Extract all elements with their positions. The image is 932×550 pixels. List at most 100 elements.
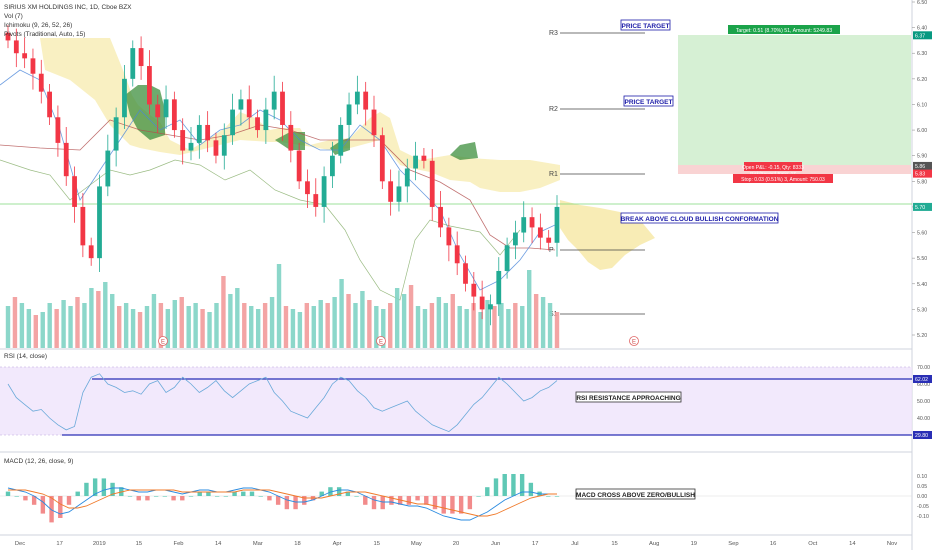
volume-bar (68, 306, 73, 348)
rsi-badge-label: 29.80 (915, 433, 928, 439)
candle-body (47, 91, 52, 118)
candle-body (354, 91, 360, 105)
price-axis[interactable]: 6.50 6.40 6.30 6.20 6.10 6.00 5.90 5.80 5.70 5.60… (912, 0, 932, 339)
candle-body (388, 181, 394, 202)
price-tick-label: 6.40 (917, 26, 927, 32)
macd-hist-bar (432, 496, 438, 510)
candle-body (271, 91, 277, 110)
pivot-lines: R3 R2 R1 P S1 (549, 30, 645, 318)
macd-hist-bar (406, 496, 412, 505)
volume-bar (137, 312, 143, 348)
price-candles (5, 25, 560, 326)
earnings-marker-3-label: E (632, 340, 636, 346)
macd-tick-label: 0.00 (917, 494, 927, 500)
volume-bar (527, 270, 532, 348)
price-tick-label: 6.50 (917, 0, 927, 6)
volume-bar (394, 288, 400, 348)
candle-body (513, 232, 518, 246)
volume-bar (554, 312, 560, 348)
time-tick-label: 14 (849, 541, 856, 547)
earnings-marker-2 (376, 336, 386, 346)
candle-body (421, 155, 427, 161)
candle-body (429, 160, 435, 207)
time-axis[interactable]: Dec 17 2019 15 Feb 14 Mar 18 Apr 15 May 20 Jun 17 Jul 1… (15, 541, 897, 547)
macd-tick-label: 0.10 (917, 474, 927, 480)
open-pl-label: Open P&L: -0.15, Qty: 8333 (742, 165, 804, 171)
candle-body (205, 124, 211, 141)
price-tick-label: 5.40 (917, 282, 927, 288)
volume-bar (533, 294, 539, 348)
volume-bar (242, 303, 247, 348)
volume-bar (374, 306, 379, 348)
volume-bar (130, 309, 136, 348)
macd-hist-bar (214, 496, 220, 497)
macd-hist-bar (49, 496, 54, 523)
volume-bar (429, 303, 435, 348)
volume-bar (40, 312, 45, 348)
ichimoku-cloud-green-1 (125, 85, 165, 140)
macd-hist-bar (493, 478, 499, 496)
macd-hist-bar (293, 496, 298, 510)
rsi-tick-label: 40.00 (917, 416, 930, 422)
macd-hist-bar (23, 496, 28, 501)
candle-body (363, 91, 369, 110)
candle-body (30, 58, 36, 74)
volume-bar (110, 294, 115, 348)
volume-bar (547, 303, 553, 348)
candle-body (296, 150, 302, 182)
volume-bar (290, 309, 296, 348)
long-position-tool[interactable]: Target: 0.51 (8.70%) 51, Amount: 5249.83… (678, 25, 911, 183)
macd-hist-bar (249, 491, 255, 496)
macd-hist-bar (476, 496, 481, 497)
ichimoku-cloud-yellow-right (560, 200, 655, 270)
volume-bar (415, 306, 421, 348)
ichimoku-cloud (0, 38, 655, 301)
earnings-marker-2-label: E (379, 340, 383, 346)
candle-body (88, 245, 94, 259)
candle-body (404, 168, 410, 187)
volume-bar (339, 279, 344, 348)
candle-body (529, 217, 535, 228)
price-badge-label: 6.37 (915, 33, 925, 39)
volume-bar (103, 282, 108, 348)
candle-body (479, 296, 485, 310)
macd-hist-bar (275, 496, 281, 505)
macd-hist-bar (441, 496, 446, 514)
volume-bar (221, 276, 226, 348)
time-tick-label: Nov (887, 541, 897, 547)
rsi-tick-label: 60.00 (917, 382, 930, 388)
ichimoku-chikou-line (0, 159, 521, 301)
candle-body (13, 40, 19, 54)
macd-tick-label: -0.10 (917, 514, 929, 520)
candle-body (255, 117, 260, 131)
candle-body (138, 48, 144, 67)
volume-bar (520, 306, 525, 348)
candle-body (554, 206, 560, 243)
macd-hist-bar (58, 496, 63, 518)
macd-hist-bar (424, 496, 429, 505)
volume-bar (262, 303, 268, 348)
macd-annotation-text: MACD CROSS ABOVE ZERO/BULLISH (576, 492, 695, 499)
indicator-ichimoku[interactable]: Ichimoku (9, 26, 52, 26) (4, 22, 72, 29)
macd-hist-bar (180, 496, 185, 501)
earnings-marker-1-label: E (161, 340, 165, 346)
time-tick-label: 14 (215, 541, 222, 547)
volume-bar (144, 306, 150, 348)
indicator-volume[interactable]: Vol (7) (4, 13, 23, 20)
volume-bar (61, 300, 66, 348)
indicator-pivots[interactable]: Pivots (Traditional, Auto, 15) (4, 31, 85, 38)
candle-body (97, 186, 102, 259)
candle-body (313, 194, 319, 207)
volume-bar (228, 294, 233, 348)
candle-body (5, 32, 11, 41)
candle-body (288, 124, 294, 151)
candle-body (454, 245, 460, 264)
macd-hist-bar (197, 491, 202, 496)
volume-bar (269, 297, 275, 348)
volume-bar (297, 312, 303, 348)
volume-bar (471, 303, 476, 348)
macd-hist-bar (162, 496, 168, 497)
macd-hist-bar (31, 496, 37, 505)
